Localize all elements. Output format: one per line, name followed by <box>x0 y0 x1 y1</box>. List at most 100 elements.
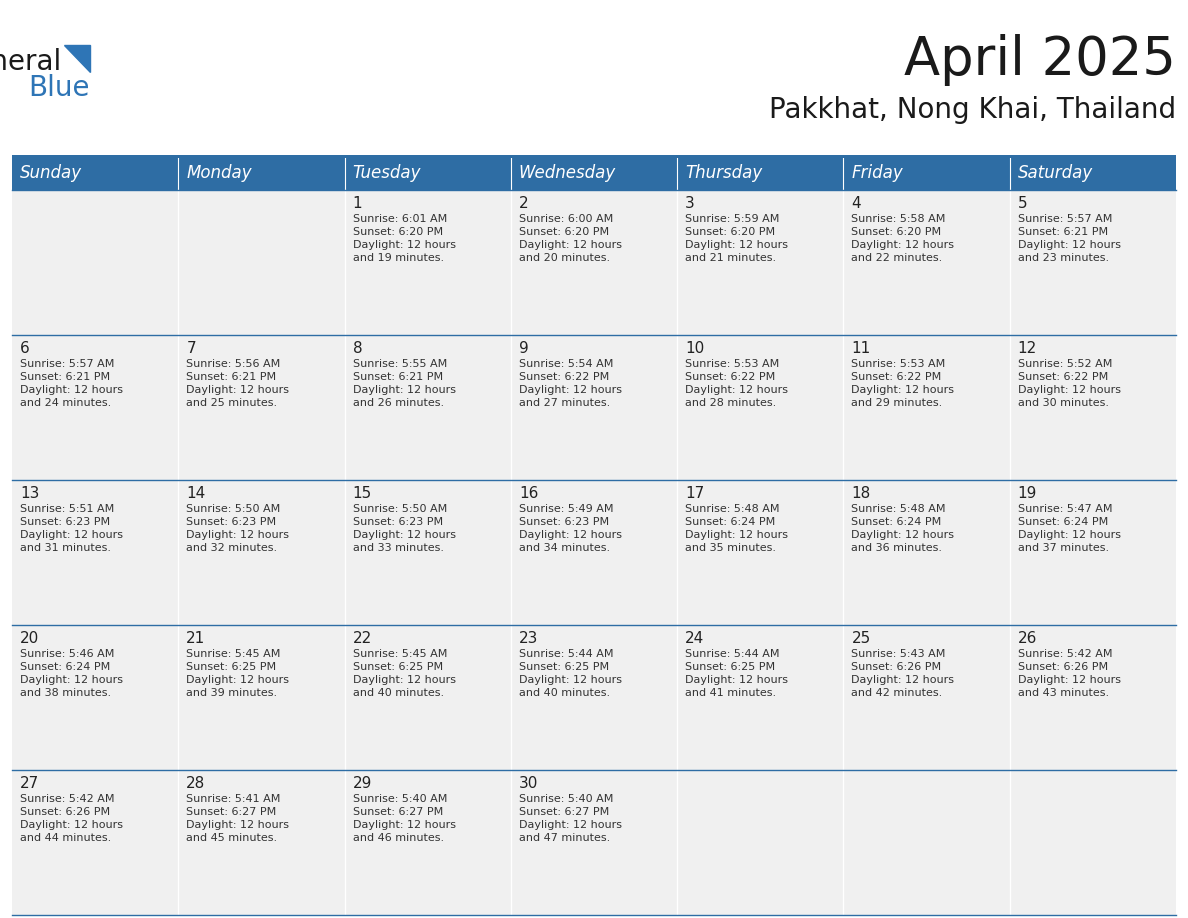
Text: and 44 minutes.: and 44 minutes. <box>20 833 112 843</box>
Text: Daylight: 12 hours: Daylight: 12 hours <box>685 240 788 250</box>
Text: Daylight: 12 hours: Daylight: 12 hours <box>187 675 290 685</box>
Bar <box>178 625 345 770</box>
Text: 22: 22 <box>353 631 372 646</box>
Text: and 31 minutes.: and 31 minutes. <box>20 543 110 553</box>
Bar <box>511 155 677 190</box>
Text: and 32 minutes.: and 32 minutes. <box>187 543 278 553</box>
Text: 15: 15 <box>353 486 372 501</box>
Bar <box>12 770 178 915</box>
Bar <box>677 625 843 770</box>
Text: 5: 5 <box>1018 196 1028 211</box>
Text: Sunrise: 6:00 AM: Sunrise: 6:00 AM <box>519 214 613 224</box>
Text: Sunset: 6:20 PM: Sunset: 6:20 PM <box>519 227 609 237</box>
Text: and 29 minutes.: and 29 minutes. <box>852 398 943 408</box>
Text: 13: 13 <box>20 486 39 501</box>
Text: Wednesday: Wednesday <box>519 163 617 182</box>
Bar <box>12 190 178 335</box>
Text: Sunrise: 5:43 AM: Sunrise: 5:43 AM <box>852 649 946 659</box>
Bar <box>677 770 843 915</box>
Text: Tuesday: Tuesday <box>353 163 421 182</box>
Text: Daylight: 12 hours: Daylight: 12 hours <box>1018 385 1120 395</box>
Text: and 34 minutes.: and 34 minutes. <box>519 543 609 553</box>
Text: Sunrise: 5:49 AM: Sunrise: 5:49 AM <box>519 504 613 514</box>
Text: Daylight: 12 hours: Daylight: 12 hours <box>519 820 621 830</box>
Text: and 40 minutes.: and 40 minutes. <box>353 688 443 698</box>
Text: Sunset: 6:25 PM: Sunset: 6:25 PM <box>187 662 277 672</box>
Text: and 36 minutes.: and 36 minutes. <box>852 543 942 553</box>
Text: and 30 minutes.: and 30 minutes. <box>1018 398 1108 408</box>
Text: Blue: Blue <box>29 74 90 102</box>
Text: Sunrise: 5:57 AM: Sunrise: 5:57 AM <box>1018 214 1112 224</box>
Bar <box>1010 190 1176 335</box>
Text: Sunrise: 5:55 AM: Sunrise: 5:55 AM <box>353 359 447 369</box>
Text: 28: 28 <box>187 776 206 791</box>
Bar <box>178 770 345 915</box>
Bar <box>1010 770 1176 915</box>
Text: and 20 minutes.: and 20 minutes. <box>519 253 609 263</box>
Bar <box>843 480 1010 625</box>
Text: Sunrise: 5:42 AM: Sunrise: 5:42 AM <box>1018 649 1112 659</box>
Bar <box>178 335 345 480</box>
Text: Thursday: Thursday <box>685 163 763 182</box>
Bar <box>178 480 345 625</box>
Text: 7: 7 <box>187 341 196 356</box>
Text: Daylight: 12 hours: Daylight: 12 hours <box>187 530 290 540</box>
Bar <box>843 335 1010 480</box>
Text: Daylight: 12 hours: Daylight: 12 hours <box>685 675 788 685</box>
Text: Sunrise: 5:46 AM: Sunrise: 5:46 AM <box>20 649 114 659</box>
Text: 2: 2 <box>519 196 529 211</box>
Text: Daylight: 12 hours: Daylight: 12 hours <box>20 530 124 540</box>
Text: Daylight: 12 hours: Daylight: 12 hours <box>187 385 290 395</box>
Text: 17: 17 <box>685 486 704 501</box>
Text: and 40 minutes.: and 40 minutes. <box>519 688 609 698</box>
Bar <box>511 770 677 915</box>
Bar <box>843 155 1010 190</box>
Text: Sunrise: 5:50 AM: Sunrise: 5:50 AM <box>187 504 280 514</box>
Text: 3: 3 <box>685 196 695 211</box>
Text: Daylight: 12 hours: Daylight: 12 hours <box>519 530 621 540</box>
Text: Sunrise: 5:54 AM: Sunrise: 5:54 AM <box>519 359 613 369</box>
Bar <box>12 155 178 190</box>
Text: Sunrise: 5:45 AM: Sunrise: 5:45 AM <box>353 649 447 659</box>
Bar <box>345 480 511 625</box>
Text: Sunrise: 6:01 AM: Sunrise: 6:01 AM <box>353 214 447 224</box>
Bar <box>178 190 345 335</box>
Text: Sunset: 6:22 PM: Sunset: 6:22 PM <box>852 372 942 382</box>
Text: Friday: Friday <box>852 163 903 182</box>
Text: and 41 minutes.: and 41 minutes. <box>685 688 776 698</box>
Text: and 25 minutes.: and 25 minutes. <box>187 398 278 408</box>
Bar <box>345 625 511 770</box>
Text: and 24 minutes.: and 24 minutes. <box>20 398 112 408</box>
Bar <box>345 190 511 335</box>
Text: and 38 minutes.: and 38 minutes. <box>20 688 112 698</box>
Text: Sunset: 6:23 PM: Sunset: 6:23 PM <box>353 517 443 527</box>
Text: General: General <box>0 48 62 76</box>
Text: Daylight: 12 hours: Daylight: 12 hours <box>852 385 954 395</box>
Bar <box>178 155 345 190</box>
Bar <box>677 155 843 190</box>
Text: Daylight: 12 hours: Daylight: 12 hours <box>1018 530 1120 540</box>
Text: Sunset: 6:20 PM: Sunset: 6:20 PM <box>685 227 776 237</box>
Text: Daylight: 12 hours: Daylight: 12 hours <box>353 385 455 395</box>
Text: and 27 minutes.: and 27 minutes. <box>519 398 611 408</box>
Text: Sunset: 6:23 PM: Sunset: 6:23 PM <box>20 517 110 527</box>
Text: 18: 18 <box>852 486 871 501</box>
Text: Sunset: 6:27 PM: Sunset: 6:27 PM <box>187 807 277 817</box>
Text: Monday: Monday <box>187 163 252 182</box>
Text: 8: 8 <box>353 341 362 356</box>
Text: Sunset: 6:22 PM: Sunset: 6:22 PM <box>519 372 609 382</box>
Text: and 26 minutes.: and 26 minutes. <box>353 398 443 408</box>
Text: Sunset: 6:25 PM: Sunset: 6:25 PM <box>519 662 609 672</box>
Text: Sunrise: 5:53 AM: Sunrise: 5:53 AM <box>685 359 779 369</box>
Text: 1: 1 <box>353 196 362 211</box>
Text: Sunset: 6:21 PM: Sunset: 6:21 PM <box>187 372 277 382</box>
Text: Sunrise: 5:48 AM: Sunrise: 5:48 AM <box>685 504 779 514</box>
Text: 27: 27 <box>20 776 39 791</box>
Text: Sunday: Sunday <box>20 163 82 182</box>
Text: Sunrise: 5:48 AM: Sunrise: 5:48 AM <box>852 504 946 514</box>
Text: Sunrise: 5:44 AM: Sunrise: 5:44 AM <box>685 649 779 659</box>
Text: Daylight: 12 hours: Daylight: 12 hours <box>852 675 954 685</box>
Text: and 45 minutes.: and 45 minutes. <box>187 833 278 843</box>
Text: 12: 12 <box>1018 341 1037 356</box>
Text: 11: 11 <box>852 341 871 356</box>
